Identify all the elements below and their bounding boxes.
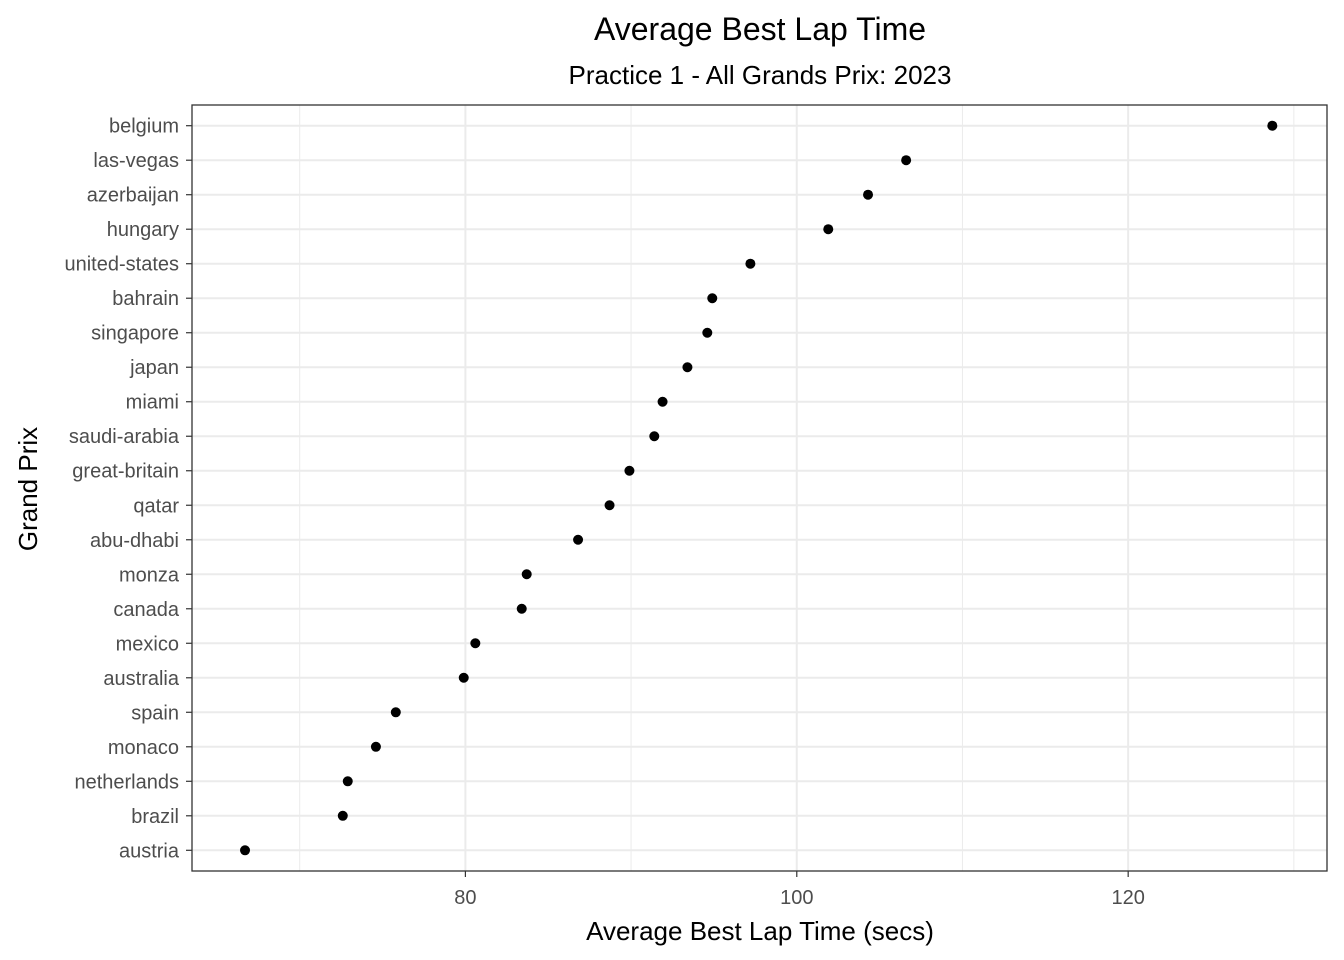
y-tick-label: monza	[119, 564, 180, 586]
chart-title: Average Best Lap Time	[594, 11, 926, 47]
data-point-mexico	[470, 638, 481, 649]
data-point-abu-dhabi	[573, 534, 584, 545]
x-tick-label: 120	[1111, 887, 1144, 909]
data-point-spain	[390, 707, 401, 718]
y-tick-label: miami	[126, 392, 179, 414]
y-tick-label: austria	[119, 840, 180, 862]
y-tick-label: united-states	[64, 254, 179, 276]
y-tick-label: bahrain	[112, 288, 179, 310]
y-tick-label: singapore	[91, 323, 179, 345]
y-tick-label: hungary	[107, 219, 179, 241]
y-tick-label: las-vegas	[93, 150, 179, 172]
data-point-brazil	[337, 810, 348, 821]
y-tick-label: belgium	[109, 116, 179, 138]
data-point-canada	[516, 603, 527, 614]
data-point-united-states	[745, 258, 756, 269]
plot-panel-border	[191, 104, 1328, 872]
y-tick-label: mexico	[116, 633, 179, 655]
y-tick-label: spain	[131, 702, 179, 724]
y-tick-label: japan	[129, 357, 179, 379]
y-tick-label: abu-dhabi	[90, 530, 179, 552]
grid	[192, 105, 1327, 871]
data-point-miami	[657, 396, 668, 407]
data-point-austria	[240, 845, 251, 856]
data-point-australia	[458, 672, 469, 683]
data-points	[240, 120, 1278, 856]
data-point-monaco	[370, 741, 381, 752]
y-tick-label: great-britain	[72, 461, 179, 483]
y-tick-label: netherlands	[74, 771, 179, 793]
data-point-azerbaijan	[863, 189, 874, 200]
data-point-qatar	[604, 500, 615, 511]
y-tick-label: qatar	[133, 495, 179, 517]
y-tick-label: australia	[103, 668, 179, 690]
x-axis-title: Average Best Lap Time (secs)	[586, 916, 934, 946]
data-point-bahrain	[707, 293, 718, 304]
data-point-japan	[682, 362, 693, 373]
y-axis: austria brazil netherlands monaco spain austr…	[64, 116, 192, 862]
x-axis: 80 100 120	[454, 871, 1145, 909]
data-point-saudi-arabia	[649, 431, 660, 442]
data-point-las-vegas	[901, 155, 912, 166]
y-tick-label: azerbaijan	[87, 185, 179, 207]
data-point-great-britain	[624, 465, 635, 476]
y-tick-label: monaco	[108, 737, 179, 759]
data-point-singapore	[702, 327, 713, 338]
y-axis-title: Grand Prix	[13, 427, 43, 551]
y-tick-label: brazil	[131, 806, 179, 828]
y-tick-label: saudi-arabia	[69, 426, 180, 448]
data-point-belgium	[1267, 120, 1278, 131]
x-tick-label: 100	[780, 887, 813, 909]
x-tick-label: 80	[454, 887, 476, 909]
data-point-hungary	[823, 224, 834, 235]
chart-subtitle: Practice 1 - All Grands Prix: 2023	[569, 60, 952, 90]
y-tick-label: canada	[113, 599, 179, 621]
data-point-monza	[521, 569, 532, 580]
data-point-netherlands	[342, 776, 353, 787]
